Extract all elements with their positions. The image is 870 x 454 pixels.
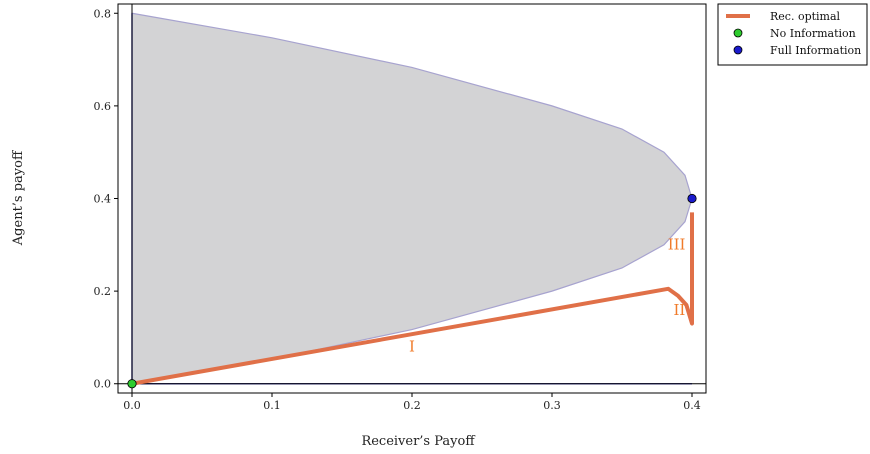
legend: Rec. optimal No Information Full Informa… (717, 3, 868, 66)
legend-no-information-marker (733, 28, 743, 38)
point-no-information (127, 379, 137, 389)
legend-full-information-label: Full Information (770, 44, 861, 57)
y-tick-label: 0.2 (94, 285, 112, 298)
x-tick-label: 0.3 (543, 399, 561, 412)
ticks-layer: 0.0 0.1 0.2 0.3 0.4 0.0 0.2 0.4 0.6 0.8 (94, 7, 701, 412)
y-axis-title: Agent’s payoff (11, 149, 26, 246)
region-label-ii: II (673, 301, 685, 319)
series-rec-optimal-line (131, 212, 694, 386)
y-tick-label: 0.0 (94, 378, 112, 391)
x-tick-label: 0.2 (403, 399, 421, 412)
x-tick-label: 0.4 (683, 399, 701, 412)
x-tick-label: 0.0 (123, 399, 141, 412)
legend-full-information-marker (733, 45, 743, 55)
x-tick-label: 0.1 (263, 399, 281, 412)
point-full-information (687, 193, 697, 204)
legend-no-information-label: No Information (770, 27, 856, 40)
feasible-region (131, 12, 693, 385)
x-axis-title: Receiver’s Payoff (361, 434, 476, 449)
y-tick-label: 0.6 (94, 100, 112, 113)
region-label-iii: III (668, 235, 686, 253)
legend-rec-optimal-label: Rec. optimal (770, 10, 841, 23)
region-label-i: I (409, 337, 415, 355)
y-tick-label: 0.4 (94, 193, 112, 206)
y-tick-label: 0.8 (94, 7, 112, 20)
